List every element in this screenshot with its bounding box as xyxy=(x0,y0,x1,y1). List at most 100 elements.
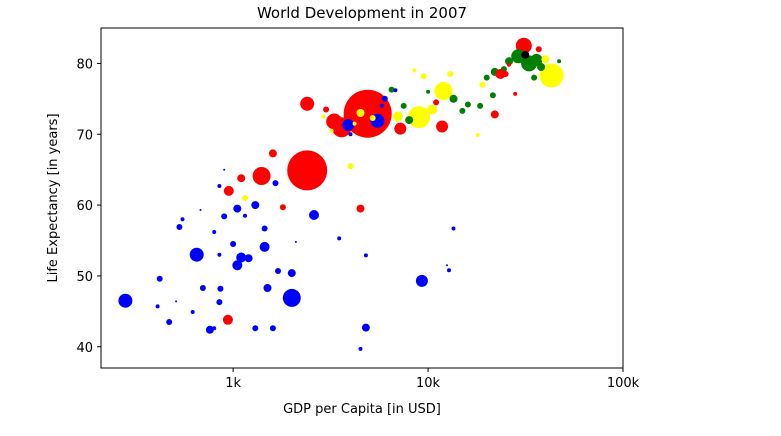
data-point xyxy=(511,49,526,64)
data-point xyxy=(261,225,268,232)
data-point xyxy=(347,163,354,170)
data-point xyxy=(521,50,530,59)
plot-frame xyxy=(100,27,624,369)
data-point xyxy=(434,82,453,100)
data-point xyxy=(223,185,234,196)
data-point xyxy=(537,63,546,71)
data-point xyxy=(477,102,484,109)
data-point xyxy=(495,69,506,79)
data-point xyxy=(490,110,499,119)
data-point xyxy=(352,121,357,126)
data-point xyxy=(393,88,398,93)
data-point xyxy=(405,116,414,125)
data-point xyxy=(275,268,281,274)
data-point xyxy=(252,325,259,332)
data-point xyxy=(236,252,247,263)
data-point xyxy=(358,346,363,351)
data-point xyxy=(400,102,407,109)
data-point xyxy=(180,217,185,222)
data-point xyxy=(348,132,353,137)
y-tick-label: 60 xyxy=(76,199,93,214)
y-tick-label: 50 xyxy=(76,270,93,285)
data-point xyxy=(272,180,279,187)
y-tick-label: 70 xyxy=(76,128,93,143)
data-point xyxy=(557,59,562,64)
data-point xyxy=(282,288,301,307)
data-point xyxy=(199,209,202,211)
data-point xyxy=(189,247,204,262)
x-axis-ticks: 1k 10k 100k xyxy=(225,368,640,391)
data-point xyxy=(539,63,564,88)
y-tick-label: 80 xyxy=(76,57,93,72)
data-point xyxy=(175,300,178,303)
data-point xyxy=(216,299,223,306)
data-point xyxy=(513,91,518,96)
data-point xyxy=(230,241,237,247)
data-point xyxy=(242,195,248,201)
data-point xyxy=(531,74,538,81)
data-point xyxy=(269,325,276,332)
data-point xyxy=(294,240,297,243)
chart-title: World Development in 2007 xyxy=(257,4,467,22)
data-point xyxy=(356,109,365,117)
data-point xyxy=(356,204,365,213)
data-point xyxy=(252,167,271,185)
x-tick-label: 10k xyxy=(416,376,441,391)
y-axis-label: Life Expectancy [in years] xyxy=(46,113,61,282)
data-point xyxy=(212,230,217,234)
data-point xyxy=(433,99,440,106)
data-point xyxy=(505,57,513,66)
data-point xyxy=(541,55,550,64)
data-point xyxy=(361,323,370,332)
data-point xyxy=(243,213,247,218)
data-point xyxy=(388,86,395,93)
x-tick-label: 100k xyxy=(607,376,640,391)
data-point xyxy=(268,149,277,158)
data-point xyxy=(259,241,270,252)
data-point xyxy=(199,285,206,291)
data-point xyxy=(337,236,342,241)
data-point xyxy=(342,119,355,131)
data-point xyxy=(190,310,195,314)
data-point xyxy=(233,204,242,213)
data-point xyxy=(412,68,417,73)
data-point xyxy=(287,150,328,191)
data-point xyxy=(321,114,326,119)
data-point xyxy=(287,269,296,278)
data-point xyxy=(363,253,368,258)
data-point xyxy=(251,201,260,210)
data-point xyxy=(263,284,272,292)
data-point xyxy=(464,101,471,108)
data-point xyxy=(436,120,449,133)
data-point xyxy=(221,213,228,220)
data-point xyxy=(447,71,454,77)
data-point xyxy=(475,133,480,137)
data-point xyxy=(205,325,214,334)
y-axis-ticks: 40 50 60 70 80 xyxy=(76,57,101,356)
data-point xyxy=(232,260,243,271)
data-point xyxy=(446,264,448,267)
data-point xyxy=(530,53,543,66)
data-point xyxy=(176,224,183,230)
data-point xyxy=(217,252,222,257)
data-point xyxy=(212,326,217,331)
data-point xyxy=(222,314,233,325)
data-point xyxy=(379,103,384,108)
data-point xyxy=(447,268,451,273)
y-tick-label: 40 xyxy=(76,341,93,356)
data-point xyxy=(426,89,431,94)
data-point xyxy=(323,106,330,113)
data-point xyxy=(329,128,334,133)
data-point xyxy=(156,275,163,282)
data-point xyxy=(535,46,542,53)
data-point xyxy=(479,81,486,88)
data-point xyxy=(223,168,226,171)
data-point xyxy=(217,285,224,292)
data-point xyxy=(408,106,431,129)
data-point xyxy=(415,274,428,287)
data-point xyxy=(155,304,160,309)
x-axis-label: GDP per Capita [in USD] xyxy=(283,402,441,417)
data-point xyxy=(394,122,407,135)
data-point xyxy=(392,111,403,122)
